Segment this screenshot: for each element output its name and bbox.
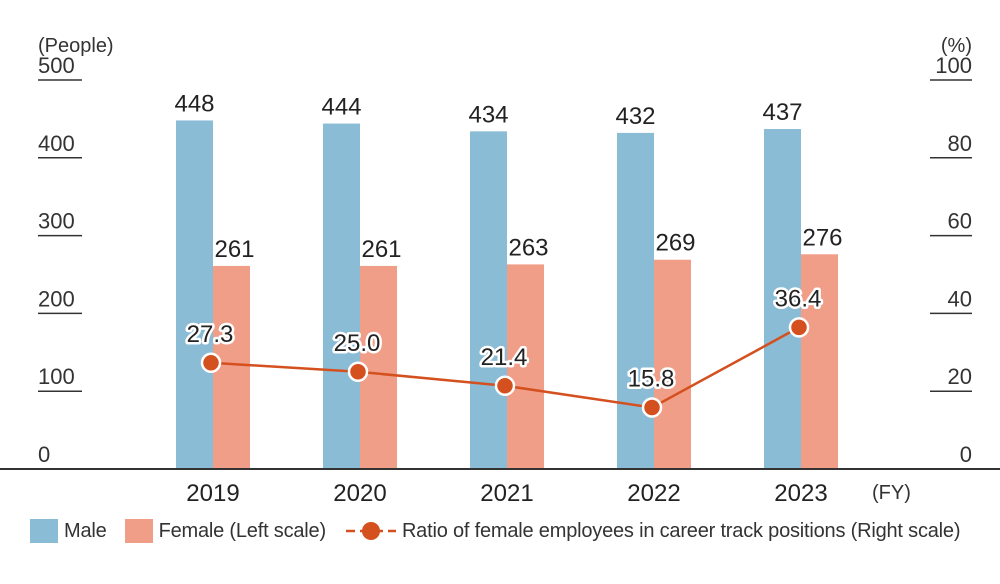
ratio-point bbox=[788, 317, 810, 338]
left-tick-label: 500 bbox=[38, 53, 75, 78]
bar-label-male: 448 bbox=[174, 90, 214, 117]
right-tick-label: 100 bbox=[935, 53, 972, 78]
legend-swatch-female bbox=[124, 519, 153, 543]
legend-item-male: Male bbox=[30, 519, 107, 543]
bar-label-male: 437 bbox=[762, 99, 802, 126]
ratio-point bbox=[494, 375, 516, 397]
right-tick-label: 20 bbox=[948, 364, 972, 389]
left-axis-unit: (People) bbox=[38, 35, 114, 57]
ratio-point-label: 21.4 bbox=[481, 344, 528, 371]
bar-male bbox=[323, 123, 360, 470]
left-tick-label: 0 bbox=[38, 442, 50, 467]
legend-label-male: Male bbox=[64, 519, 107, 542]
ratio-point-label: 36.4 bbox=[775, 285, 822, 312]
bar-male bbox=[470, 131, 507, 469]
bar-label-female: 261 bbox=[361, 236, 401, 263]
category-label: 2023 bbox=[774, 480, 827, 507]
legend-label-female: Female (Left scale) bbox=[158, 519, 327, 542]
left-axis-ticks: 0 100 200 300 400 500 bbox=[38, 53, 82, 467]
ratio-point-label: 15.8 bbox=[628, 366, 675, 393]
left-tick-label: 300 bbox=[38, 209, 75, 234]
legend-item-female: Female (Left scale) bbox=[124, 519, 327, 543]
left-tick-label: 100 bbox=[38, 364, 75, 389]
ratio-point bbox=[200, 352, 222, 374]
legend-item-ratio: Ratio of female employees in career trac… bbox=[344, 519, 960, 543]
legend-swatch-male bbox=[30, 519, 58, 543]
bar-label-male: 432 bbox=[615, 103, 655, 130]
legend-label-ratio: Ratio of female employees in career trac… bbox=[401, 519, 961, 542]
bar-female bbox=[507, 264, 544, 469]
right-axis-unit: (%) bbox=[941, 35, 972, 57]
ratio-point-label: 25.0 bbox=[334, 330, 381, 357]
category-label: 2020 bbox=[333, 480, 386, 507]
bar-male bbox=[764, 129, 801, 469]
ratio-point bbox=[347, 361, 369, 382]
right-tick-label: 60 bbox=[948, 209, 972, 234]
bar-label-female: 261 bbox=[214, 236, 254, 263]
left-tick-label: 400 bbox=[38, 131, 75, 156]
bars: 448 261 444 261 434 263 432 269 437 276 bbox=[174, 90, 843, 470]
ratio-point bbox=[641, 397, 663, 418]
bar-label-female: 276 bbox=[802, 224, 842, 251]
right-tick-label: 80 bbox=[948, 131, 972, 156]
right-tick-label: 40 bbox=[948, 286, 972, 311]
bar-male bbox=[617, 132, 654, 470]
bar-female bbox=[801, 254, 838, 469]
x-axis-unit: (FY) bbox=[872, 482, 911, 504]
ratio-line: 27.3 25.0 21.4 15.8 36.4 bbox=[184, 283, 824, 418]
category-label: 2019 bbox=[186, 480, 239, 507]
bar-female bbox=[654, 259, 691, 469]
right-axis-ticks: 0 20 40 60 80 100 bbox=[930, 53, 972, 467]
legend: Male Female (Left scale) Ratio of female… bbox=[30, 514, 978, 548]
bar-male bbox=[176, 120, 213, 470]
category-label: 2022 bbox=[627, 480, 680, 507]
ratio-point-label: 27.3 bbox=[187, 321, 234, 348]
right-tick-label: 0 bbox=[960, 442, 972, 467]
bar-label-male: 444 bbox=[321, 94, 361, 121]
legend-line-marker bbox=[345, 522, 396, 540]
bar-label-female: 269 bbox=[655, 230, 695, 257]
bar-label-male: 434 bbox=[468, 101, 508, 128]
left-tick-label: 200 bbox=[38, 286, 75, 311]
bar-label-female: 263 bbox=[508, 234, 548, 261]
category-labels: 2019 2020 2021 2022 2023 bbox=[186, 480, 827, 507]
category-label: 2021 bbox=[480, 480, 533, 507]
